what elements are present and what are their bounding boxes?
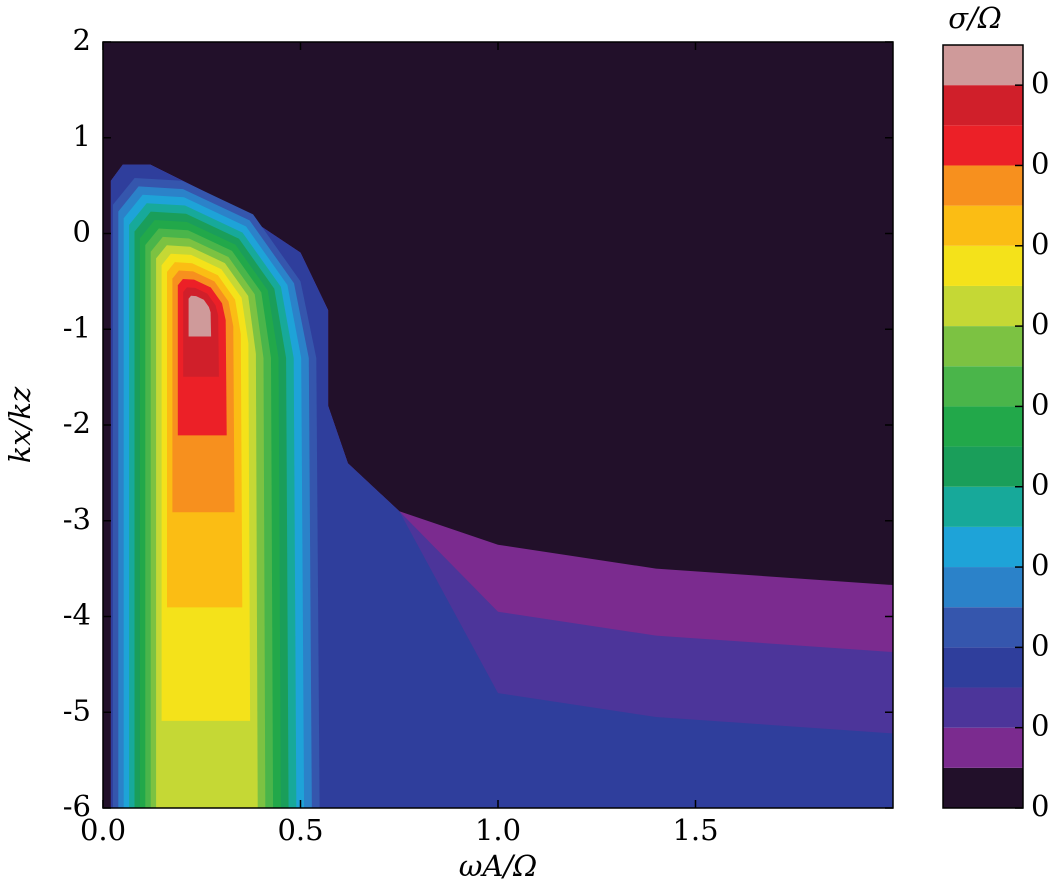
colorbar-tick-label: 0.06 bbox=[1031, 628, 1051, 662]
x-tick-label: 1.0 bbox=[475, 813, 521, 847]
colorbar-segment bbox=[943, 165, 1023, 206]
colorbar-tick-label: 0.15 bbox=[1031, 387, 1051, 421]
x-tick-label: 1.5 bbox=[672, 813, 718, 847]
colorbar-segment bbox=[943, 446, 1023, 487]
colorbar-segment bbox=[943, 85, 1023, 126]
colorbar-frame bbox=[942, 44, 1024, 809]
colorbar-segment bbox=[943, 607, 1023, 648]
y-tick-label: -1 bbox=[63, 310, 91, 344]
colorbar-segment bbox=[943, 526, 1023, 568]
y-tick-label: -5 bbox=[63, 693, 91, 727]
colorbar-segment bbox=[943, 45, 1023, 86]
y-tick-label: -6 bbox=[63, 789, 91, 823]
colorbar-segment bbox=[943, 727, 1023, 768]
y-tick-label: 0 bbox=[73, 215, 91, 249]
colorbar-segment bbox=[943, 285, 1023, 327]
colorbar-tick-label: 0.12 bbox=[1031, 468, 1051, 502]
colorbar-segment bbox=[943, 205, 1023, 246]
colorbar-tick-label: 0.09 bbox=[1031, 548, 1051, 582]
colorbar-tick-label: 0.24 bbox=[1031, 146, 1051, 180]
colorbar-segment bbox=[943, 567, 1023, 608]
colorbar-segment bbox=[943, 326, 1023, 367]
x-tick-label: 0.5 bbox=[277, 813, 323, 847]
y-axis-label: kx/kz bbox=[3, 386, 37, 463]
colorbar-segment bbox=[943, 245, 1023, 286]
colorbar-segment bbox=[943, 767, 1023, 808]
colorbar-segment bbox=[943, 125, 1023, 166]
colorbar-segment bbox=[943, 647, 1023, 688]
x-tick-label: 0.0 bbox=[80, 813, 126, 847]
colorbar-tick-label: 0.27 bbox=[1031, 66, 1051, 100]
y-tick-label: -2 bbox=[63, 406, 91, 440]
contour-region bbox=[188, 295, 212, 337]
colorbar-segment bbox=[943, 687, 1023, 728]
colorbar-tick-label: 0.21 bbox=[1031, 227, 1051, 261]
colorbar-segment bbox=[943, 486, 1023, 527]
y-tick-label: 1 bbox=[73, 119, 91, 153]
colorbar-tick-label: 0.03 bbox=[1031, 709, 1051, 743]
y-tick-label: -4 bbox=[63, 598, 91, 632]
y-tick-label: 2 bbox=[73, 23, 91, 57]
colorbar-tick-label: 0.00 bbox=[1031, 789, 1051, 823]
colorbar-tick-label: 0.18 bbox=[1031, 307, 1051, 341]
colorbar-segment bbox=[943, 366, 1023, 407]
x-axis-label: ωA/Ω bbox=[459, 849, 537, 883]
colorbar-label: σ/Ω bbox=[948, 1, 1002, 35]
colorbar-segment bbox=[943, 406, 1023, 447]
y-tick-label: -3 bbox=[63, 502, 91, 536]
